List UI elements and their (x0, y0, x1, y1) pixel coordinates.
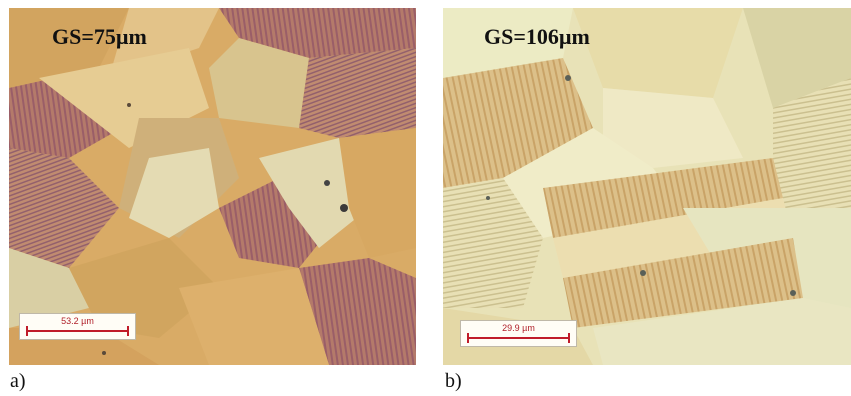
micrograph-b: GS=106µm 29.9 µm (443, 8, 851, 365)
caption-b: b) (445, 370, 462, 392)
scale-bar-b: 29.9 µm (460, 320, 577, 347)
scale-bar-a: 53.2 µm (19, 313, 136, 340)
scale-bar-a-line (27, 330, 128, 332)
scale-bar-b-tick-right (568, 333, 570, 343)
grain-size-label-a: GS=75µm (52, 24, 147, 49)
scale-bar-a-tick-right (127, 326, 129, 336)
caption-a: a) (10, 370, 26, 392)
scale-bar-b-text: 29.9 µm (502, 323, 535, 333)
scale-bar-b-line (468, 337, 569, 339)
micrograph-a: GS=75µm 53.2 µm (9, 8, 416, 365)
micrograph-b-image (443, 8, 851, 365)
scale-bar-a-text: 53.2 µm (61, 316, 94, 326)
scale-bar-a-tick-left (26, 326, 28, 336)
grain-size-label-b: GS=106µm (484, 24, 590, 49)
micrograph-a-image (9, 8, 416, 365)
scale-bar-b-tick-left (467, 333, 469, 343)
